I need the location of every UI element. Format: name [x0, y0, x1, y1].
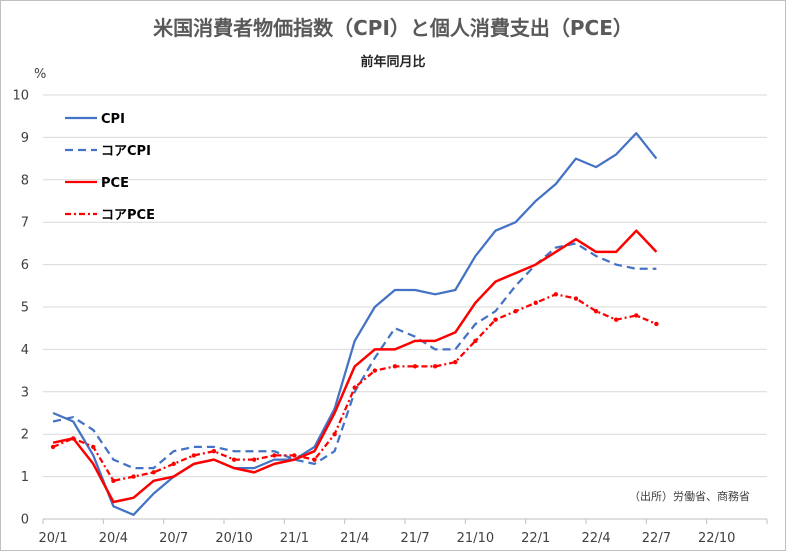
legend-label: PCE	[101, 176, 129, 191]
series-point	[453, 359, 458, 365]
source-note: （出所）労働省、商務省	[629, 489, 750, 503]
series-point	[432, 364, 438, 369]
series-lines	[50, 132, 659, 516]
gridlines	[43, 94, 767, 520]
x-tick-label: 22/4	[581, 531, 610, 546]
series-point	[352, 385, 357, 390]
y-tick-label: 1	[21, 470, 29, 485]
series-point	[372, 368, 378, 373]
series-point	[634, 313, 639, 318]
series-point	[312, 457, 317, 462]
x-tick-label: 20/1	[38, 531, 67, 546]
legend-label: CPI	[101, 112, 125, 127]
y-tick-label: 5	[21, 301, 29, 316]
series-point	[70, 436, 76, 441]
series-point	[91, 444, 96, 450]
series-point	[332, 432, 337, 437]
y-tick-label: 8	[21, 173, 29, 188]
series-point	[292, 453, 297, 458]
series-point	[191, 453, 197, 458]
series-point	[654, 321, 659, 327]
series-point	[412, 364, 418, 369]
series-point	[493, 317, 498, 322]
y-tick-label: 4	[21, 343, 29, 358]
x-tick-label: 21/1	[280, 531, 309, 546]
legend-label: コアCPI	[101, 144, 151, 159]
x-tick-label: 21/10	[457, 531, 494, 546]
series-point	[473, 338, 478, 344]
x-tick-label: 21/4	[340, 531, 369, 546]
y-tick-label: 10	[12, 89, 29, 104]
y-tick-label: 2	[21, 428, 29, 443]
y-tick-label: 7	[21, 216, 29, 231]
x-axis-ticks: 20/1 20/4 20/7 20/10 21/1 21/4 21/7 21/10 22/1 22…	[38, 519, 768, 546]
y-tick-label: 6	[21, 258, 29, 273]
x-tick-label: 22/7	[642, 531, 671, 546]
series-line-1	[52, 132, 658, 516]
series-point	[50, 444, 56, 450]
series-line-2	[52, 242, 657, 470]
series-point	[553, 292, 559, 297]
series-point	[111, 478, 116, 484]
series-point	[513, 309, 518, 314]
x-tick-label: 22/1	[521, 531, 550, 546]
x-tick-label: 20/7	[159, 531, 188, 546]
series-point	[613, 317, 619, 322]
legend-label: コアPCE	[101, 208, 155, 223]
y-tick-label: 9	[21, 131, 29, 146]
x-tick-label: 20/10	[215, 531, 252, 546]
series-line-3	[52, 229, 658, 504]
series-point	[231, 457, 237, 462]
series-point	[171, 461, 176, 467]
series-point	[533, 300, 538, 305]
chart-subtitle: 前年同月比	[360, 54, 425, 70]
chart-title: 米国消費者物価指数（CPI）と個人消費支出（PCE）	[153, 16, 633, 40]
series-point	[573, 296, 579, 301]
legend: CPI コアCPI PCE コアPCE	[65, 112, 155, 223]
series-point	[272, 453, 277, 458]
series-point	[593, 309, 599, 314]
x-tick-label: 20/4	[99, 531, 128, 546]
series-point	[251, 457, 257, 462]
y-axis-ticks: 0 1 2 3 4 5 6 7 8 9 10	[12, 89, 29, 528]
y-axis-unit: %	[34, 67, 46, 82]
y-tick-label: 0	[21, 513, 29, 528]
x-tick-label: 21/7	[400, 531, 429, 546]
x-tick-label: 22/10	[698, 531, 735, 546]
series-point	[392, 364, 398, 369]
series-point	[211, 448, 217, 454]
y-tick-label: 3	[21, 385, 29, 400]
series-point	[151, 470, 156, 475]
series-point	[131, 474, 136, 479]
